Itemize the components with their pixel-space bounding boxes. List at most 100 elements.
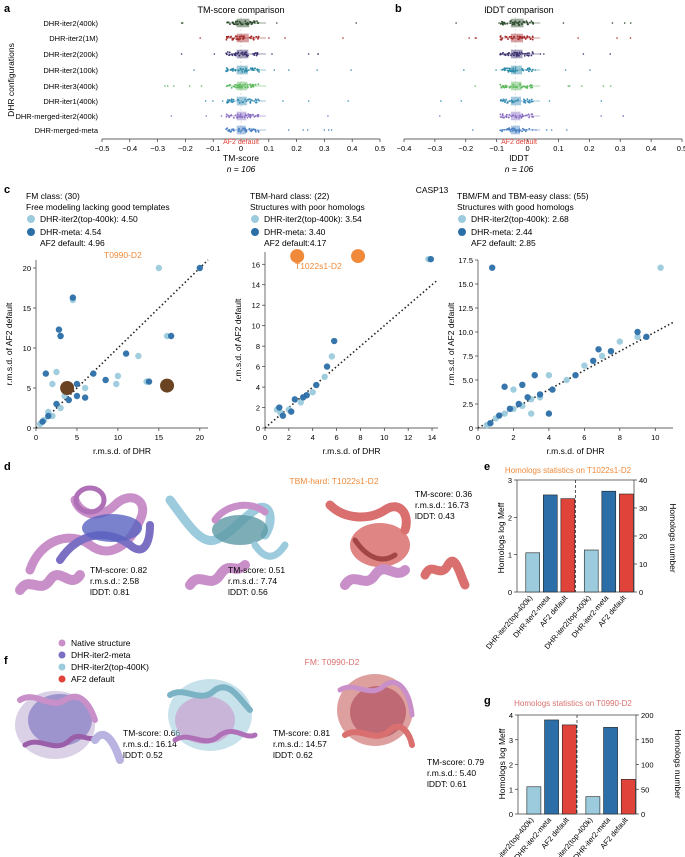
a-dot-2-39 [244,51,247,54]
fm-point-0-8 [81,384,89,392]
b-dot-3-37 [521,68,524,70]
tbmhard-ytick-label-2: 4 [256,383,260,392]
a-outlier-7-5 [302,129,305,131]
b-dot-5-16 [528,99,531,102]
a-outlier-6-5 [257,115,259,117]
a-dot-5-34 [249,100,252,103]
b-dot-6-24 [530,113,533,116]
fm-point-1-15 [42,370,50,377]
a-dot-2-27 [234,54,236,57]
b-dot-1-23 [504,35,507,38]
tbmfm-point-1-9 [607,348,615,355]
panel-b-n: n = 106 [505,164,534,174]
fm-diagonal [35,259,209,429]
b-dot-1-30 [521,37,524,39]
fm-leg1: DHR-iter2(top-400k): 4.50 [40,214,138,224]
tbmhard-xtick-label-3: 6 [335,433,339,442]
b-dot-0-31 [518,20,521,23]
b-dot-6-17 [499,116,502,118]
a-dot-2-28 [255,54,258,57]
tbmhard-diagonal [264,279,439,429]
b-dot-0-18 [523,21,526,24]
a-dot-5-19 [249,98,252,101]
a-dot-3-33 [230,69,233,71]
b-dot-6-28 [501,116,504,119]
a-dot-6-25 [253,116,256,118]
tbmhard-xtick-label-7: 14 [428,433,436,442]
b-dot-6-25 [505,116,508,119]
tbmfm-point-0-10 [598,352,606,360]
a-dot-2-35 [243,52,246,55]
f-s2-rmsd: r.m.s.d.: 14.57 [273,739,327,749]
a-dot-6-35 [249,114,252,117]
fm-ytick-label-0: 0 [27,424,31,433]
fm-xtick-label-1: 5 [75,433,79,442]
b-dot-4-26 [519,83,522,86]
b-dot-5-32 [509,99,512,102]
fm-ytick-label-1: 5 [27,384,31,393]
a-dot-5-37 [232,100,235,103]
a-dot-1-28 [232,38,234,41]
b-dot-3-24 [531,68,534,71]
fm-point-0-13 [155,264,163,272]
a-outlier-7-2 [323,129,326,131]
f-s2-tm: TM-score: 0.81 [273,728,330,738]
b-dot-0-12 [509,20,512,23]
a-outlier-2-5 [271,53,273,55]
a-outlier-7-0 [306,129,309,131]
panel-e-ylabel-left: Homologs log Meff [496,502,506,573]
tbmhard-xlabel: r.m.s.d. of DHR [322,446,380,456]
b-dot-2-5 [531,51,534,53]
a-dot-0-39 [247,22,250,25]
b-dot-4-3 [512,83,515,86]
a-dot-3-7 [258,71,260,73]
a-dot-5-32 [254,101,257,104]
fm-point-1-0 [39,418,46,425]
b-dot-1-32 [518,37,521,40]
a-dot-6-30 [249,116,252,118]
config-label-3: DHR-iter2(100k) [43,66,98,75]
a-dot-1-29 [225,38,228,41]
a-dot-3-24 [245,67,247,70]
b-outlier-5-3 [600,100,603,102]
fm-sub: Free modeling lacking good templates [26,202,170,212]
a-dot-2-30 [237,51,240,54]
a-dot-5-28 [226,101,228,104]
fm-point-0-4 [57,404,64,412]
b-dot-4-38 [522,85,525,88]
b-outlier-0-1 [611,22,614,24]
a-tick-label-5: 0 [239,144,243,153]
a-dot-0-9 [233,23,236,26]
a-tick-label-4: −0.1 [206,144,221,153]
b-dot-2-36 [513,51,516,54]
b-dot-1-1 [507,38,509,41]
a-dot-4-3 [230,86,233,89]
a-outlier-1-1 [342,37,344,39]
tbmhard-point-1-7 [427,255,435,263]
tbmhard-sub: Structures with poor homologs [250,202,365,212]
tbmfm-point-1-6 [549,386,556,393]
a-dot-3-39 [226,69,229,72]
e-ltick-label-0: 0 [508,588,512,597]
a-outlier-5-5 [212,100,214,102]
a-dot-7-6 [233,129,235,132]
a-tick-label-1: −0.4 [122,144,137,153]
legend-af2-dot [58,675,66,683]
panel-b-xlabel: lDDT [509,153,528,163]
a-dot-2-13 [225,53,228,56]
a-outlier-0-2 [275,22,278,24]
tbmfm-ytick-label-4: 10.0 [458,328,473,337]
tbmhard-point-1-4 [313,381,320,389]
g-bar-meff-0 [526,786,542,815]
a-dot-0-22 [235,23,238,26]
b-dot-5-10 [524,101,527,104]
fm-ytick-label-4: 20 [23,264,31,273]
a-dot-0-34 [236,20,239,23]
tbmhard-legend-meta-dot [251,228,259,236]
a-dot-3-26 [252,69,255,72]
tbmfm-point-1-5 [536,391,544,398]
fm-legend-meta-dot [27,228,35,236]
a-dot-3-30 [231,70,234,72]
f-structure-2 [167,679,258,751]
fm-point-1-12 [145,378,153,385]
